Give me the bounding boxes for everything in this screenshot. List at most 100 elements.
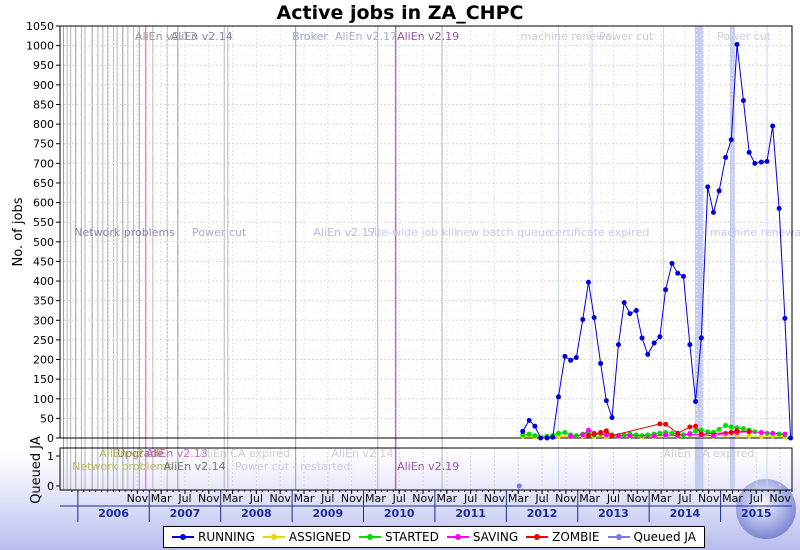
data-point-running	[746, 149, 752, 155]
data-point-saving	[663, 432, 669, 438]
x-tick-label: Nov	[198, 492, 220, 505]
data-point-running	[698, 335, 704, 341]
data-point-started	[693, 428, 699, 434]
data-point-running	[764, 158, 770, 164]
data-point-saving	[770, 430, 776, 436]
data-point-running	[562, 353, 568, 359]
data-point-running	[532, 423, 538, 429]
year-label: 2006	[98, 507, 129, 520]
y-axis: 0 50 100 150 200 250 300 350 400 450 500 550 600 650 7…	[26, 20, 60, 493]
x-tick-label: Jul	[249, 492, 263, 505]
annotation-label: AliEn v2.14	[164, 460, 226, 473]
x-tick-label: Nov	[769, 492, 791, 505]
annotation-label: Power cut - restarted	[235, 460, 350, 473]
data-point-running	[609, 415, 615, 421]
chart-grid	[60, 25, 793, 490]
data-point-running	[633, 307, 639, 313]
annotation-label: Network problems	[72, 460, 173, 473]
legend-item-zombie: ZOMBIE	[526, 530, 600, 544]
data-point-saving	[758, 430, 764, 436]
data-point-running	[526, 417, 532, 423]
y-tick-label: 650	[33, 177, 54, 190]
x-tick-label: Nov	[341, 492, 363, 505]
y-tick-label: 950	[33, 59, 54, 72]
data-point-saving	[782, 431, 788, 437]
y-tick-label: 1000	[26, 40, 54, 53]
data-point-running	[663, 287, 669, 293]
chart-legend: RUNNING ASSIGNED STARTED SAVING ZOMBIE Queued…	[163, 526, 705, 548]
data-point-running	[520, 428, 526, 434]
annotation-label: AliEn v2.17	[314, 226, 376, 239]
year-label: 2011	[455, 507, 486, 520]
legend-item-saving: SAVING	[446, 530, 518, 544]
year-label: 2015	[741, 507, 772, 520]
x-tick-label: Mar	[722, 492, 743, 505]
data-point-running	[568, 357, 574, 363]
data-point-running	[591, 315, 597, 321]
data-point-running	[723, 154, 729, 160]
y-tick-label: 550	[33, 216, 54, 229]
data-point-running	[758, 159, 764, 165]
data-point-zombie	[603, 428, 609, 434]
annotation-label: AliEn CA expired	[199, 447, 290, 460]
year-label: 2010	[384, 507, 415, 520]
x-tick-label: Jul	[606, 492, 620, 505]
data-point-saving	[627, 433, 633, 439]
data-point-zombie	[728, 430, 734, 436]
data-point-started	[657, 430, 663, 436]
data-point-running	[580, 317, 586, 323]
data-point-assigned	[758, 433, 764, 439]
x-tick-label: Jul	[749, 492, 763, 505]
y-tick-label: 50	[40, 412, 54, 425]
annotation-label: Site-wide job kill	[367, 226, 457, 239]
year-label: 2007	[170, 507, 201, 520]
data-point-zombie	[687, 424, 693, 430]
y-tick-label: 100	[33, 393, 54, 406]
x-tick-label: Jul	[463, 492, 477, 505]
data-point-running	[776, 205, 782, 211]
queued-axis-label: Queued JA	[29, 436, 44, 504]
data-point-zombie	[675, 430, 681, 436]
data-point-running	[734, 41, 740, 47]
x-tick-label: Mar	[579, 492, 600, 505]
data-point-running	[544, 435, 550, 441]
data-point-running	[598, 360, 604, 366]
chart-title: Active jobs in ZA_CHPC	[276, 2, 524, 24]
year-label: 2012	[527, 507, 558, 520]
x-tick-label: Mar	[651, 492, 672, 505]
data-point-running	[705, 184, 711, 190]
data-point-assigned	[746, 433, 752, 439]
annotation-label: machine renewal	[710, 226, 800, 239]
x-tick-label: Nov	[127, 492, 149, 505]
annotation-label: Power cut	[717, 30, 772, 43]
x-tick-label: Mar	[294, 492, 315, 505]
annotation-label: certificate expired	[549, 226, 649, 239]
legend-item-assigned: ASSIGNED	[262, 530, 351, 544]
data-point-started	[716, 426, 722, 432]
annotation-label: AliEn v2.19	[397, 30, 459, 43]
legend-label: ZOMBIE	[552, 530, 600, 544]
legend-marker	[358, 532, 381, 542]
event-marker-band	[694, 26, 704, 490]
data-point-started	[728, 424, 734, 430]
year-label: 2013	[598, 507, 629, 520]
data-point-running	[645, 351, 651, 357]
x-tick-label: Mar	[436, 492, 457, 505]
annotation-label: AliEn v2.14	[331, 447, 393, 460]
queued-y-tick-label: 1	[47, 450, 54, 463]
y-tick-label: 600	[33, 197, 54, 210]
data-point-started	[705, 429, 711, 435]
year-label: 2009	[312, 507, 343, 520]
chart-annotations: AliEn v2.19 Broker AliEn v2.17 machine rene…	[72, 30, 800, 473]
data-point-running	[603, 398, 609, 404]
data-point-started	[526, 431, 532, 437]
data-point-running	[621, 300, 627, 306]
year-label: 2008	[241, 507, 272, 520]
data-point-running	[538, 435, 544, 441]
data-point-running	[627, 311, 633, 317]
main-plot-frame	[59, 25, 793, 439]
queued-y-tick-label: 0	[47, 480, 54, 493]
annotation-label: AliEn v2.17	[335, 30, 397, 43]
legend-label: STARTED	[384, 530, 439, 544]
data-point-running	[651, 340, 657, 346]
